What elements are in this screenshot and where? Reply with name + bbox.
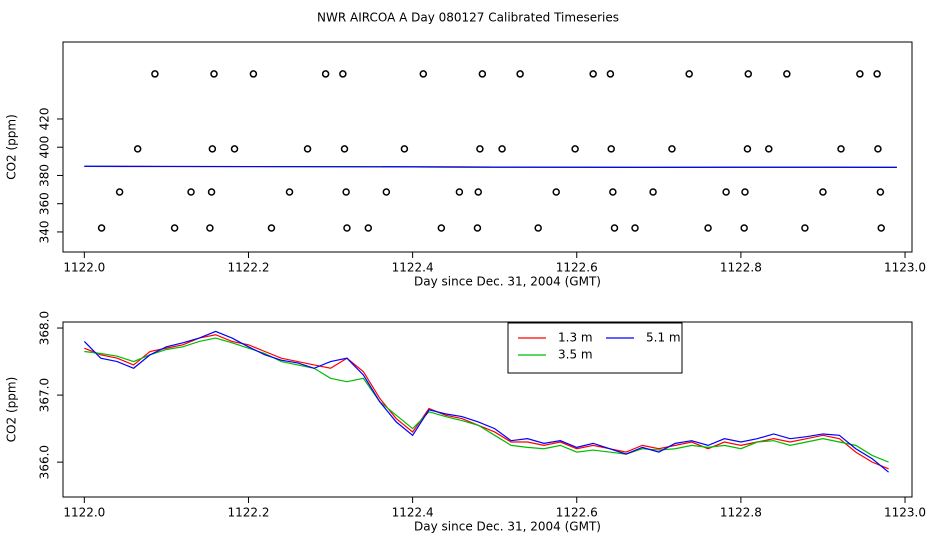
data-point xyxy=(877,224,885,232)
plot-frame xyxy=(62,321,913,498)
data-point xyxy=(210,70,218,78)
data-point xyxy=(516,70,524,78)
y-tick-label: 367.0 xyxy=(38,378,52,412)
data-line xyxy=(84,165,897,169)
data-point xyxy=(267,224,276,232)
data-point xyxy=(208,145,217,153)
data-point xyxy=(837,145,845,153)
data-point xyxy=(741,188,749,196)
x-axis-label: Day since Dec. 31, 2004 (GMT) xyxy=(414,520,601,534)
data-point xyxy=(321,70,330,78)
data-point xyxy=(343,224,351,232)
data-point xyxy=(115,188,124,196)
x-axis-label: Day since Dec. 31, 2004 (GMT) xyxy=(414,275,601,289)
data-point xyxy=(364,224,373,232)
x-tick-label: 1122.4 xyxy=(392,261,434,275)
data-point xyxy=(589,70,597,78)
data-point xyxy=(133,145,142,153)
data-point xyxy=(342,188,350,196)
data-point xyxy=(704,224,712,232)
data-point xyxy=(819,188,827,196)
y-tick-label: 400 xyxy=(38,136,52,159)
data-point xyxy=(478,70,487,78)
y-tick-label: 360 xyxy=(38,192,52,215)
x-tick-label: 1122.4 xyxy=(392,506,434,520)
plot-area xyxy=(84,70,897,232)
data-point xyxy=(685,70,693,78)
data-point xyxy=(473,224,482,232)
data-point xyxy=(419,70,428,78)
data-point xyxy=(668,145,676,153)
y-tick-label: 380 xyxy=(38,164,52,187)
data-point xyxy=(249,70,258,78)
data-point xyxy=(340,145,349,153)
data-point xyxy=(498,145,506,153)
y-axis-label: CO2 (ppm) xyxy=(5,114,19,180)
legend-label: 1.3 m xyxy=(558,331,593,345)
legend-box xyxy=(507,322,683,374)
data-point xyxy=(606,70,615,78)
data-point xyxy=(437,224,446,232)
plot-frame xyxy=(62,41,913,253)
data-point xyxy=(873,70,881,78)
data-point xyxy=(552,188,560,196)
data-point xyxy=(206,224,214,232)
data-line xyxy=(84,337,889,463)
x-tick-label: 1123.0 xyxy=(884,261,926,275)
data-point xyxy=(765,145,773,153)
data-line xyxy=(83,330,889,473)
x-tick-label: 1122.0 xyxy=(63,261,105,275)
data-point xyxy=(744,70,753,78)
data-point xyxy=(856,70,864,78)
data-point xyxy=(382,188,391,196)
data-point xyxy=(649,188,657,196)
legend-label: 5.1 m xyxy=(646,331,681,345)
legend-label: 3.5 m xyxy=(558,348,593,362)
data-point xyxy=(400,145,409,153)
data-point xyxy=(476,145,484,153)
data-point xyxy=(285,188,294,196)
data-point xyxy=(631,224,639,232)
data-point xyxy=(874,145,882,153)
x-tick-label: 1122.8 xyxy=(720,506,762,520)
data-point xyxy=(610,224,619,232)
x-tick-label: 1122.2 xyxy=(227,261,269,275)
y-tick-label: 420 xyxy=(38,108,52,131)
data-point xyxy=(170,224,179,232)
data-point xyxy=(783,70,791,78)
x-tick-label: 1122.6 xyxy=(556,261,598,275)
data-point xyxy=(722,188,730,196)
y-axis-label: CO2 (ppm) xyxy=(5,377,19,443)
data-point xyxy=(151,70,159,78)
chart-title: NWR AIRCOA A Day 080127 Calibrated Times… xyxy=(317,11,619,25)
data-point xyxy=(534,224,542,232)
x-tick-label: 1122.6 xyxy=(556,506,598,520)
data-point xyxy=(740,224,748,232)
data-point xyxy=(801,224,809,232)
data-point xyxy=(609,188,617,196)
data-point xyxy=(474,188,483,196)
data-point xyxy=(607,145,615,153)
data-point xyxy=(455,188,464,196)
x-tick-label: 1122.0 xyxy=(63,506,105,520)
data-point xyxy=(743,145,752,153)
y-tick-label: 368.0 xyxy=(38,311,52,345)
x-tick-label: 1122.8 xyxy=(720,261,762,275)
data-point xyxy=(339,70,347,78)
y-tick-label: 340 xyxy=(38,220,52,243)
plot-area xyxy=(83,330,889,473)
x-tick-label: 1123.0 xyxy=(884,506,926,520)
data-point xyxy=(207,188,216,196)
y-tick-label: 366.0 xyxy=(38,445,52,479)
data-point xyxy=(571,145,579,153)
data-point xyxy=(876,188,885,196)
data-point xyxy=(303,145,312,153)
data-point xyxy=(230,145,239,153)
data-point xyxy=(97,224,106,232)
data-point xyxy=(187,188,195,196)
x-tick-label: 1122.2 xyxy=(227,506,269,520)
